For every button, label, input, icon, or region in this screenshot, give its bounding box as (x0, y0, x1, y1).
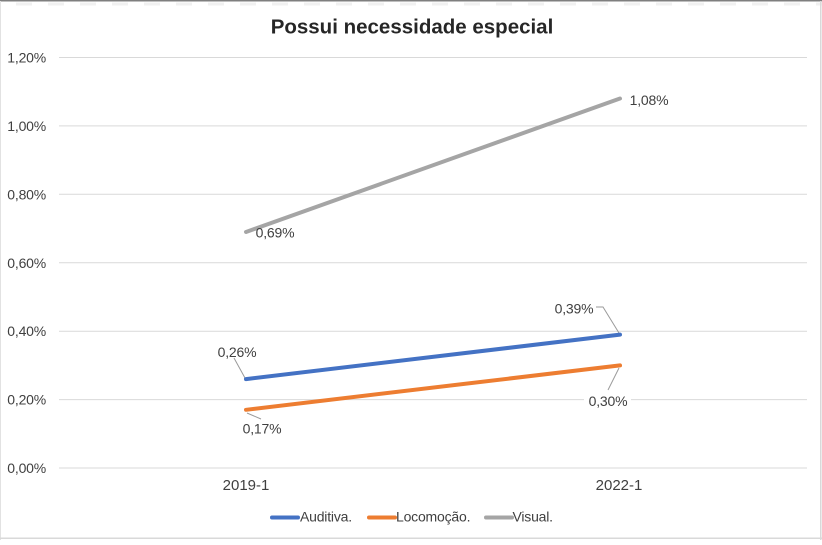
svg-text:0,40%: 0,40% (7, 323, 46, 339)
svg-text:1,20%: 1,20% (7, 50, 46, 66)
svg-text:Visual.: Visual. (513, 509, 553, 525)
svg-text:0,60%: 0,60% (7, 255, 46, 271)
svg-text:0,26%: 0,26% (218, 344, 257, 360)
svg-text:Auditiva.: Auditiva. (300, 509, 352, 525)
svg-text:0,30%: 0,30% (589, 393, 628, 409)
svg-text:Locomoção.: Locomoção. (396, 509, 470, 525)
svg-text:2019-1: 2019-1 (223, 477, 270, 494)
svg-text:2022-1: 2022-1 (596, 477, 643, 494)
svg-text:0,80%: 0,80% (7, 186, 46, 202)
svg-text:Possui necessidade especial: Possui necessidade especial (271, 16, 554, 39)
svg-text:0,17%: 0,17% (243, 421, 282, 437)
svg-text:0,00%: 0,00% (7, 460, 46, 476)
svg-text:1,00%: 1,00% (7, 118, 46, 134)
svg-text:0,69%: 0,69% (256, 225, 295, 241)
svg-text:1,08%: 1,08% (630, 92, 669, 108)
svg-text:0,20%: 0,20% (7, 392, 46, 408)
svg-text:0,39%: 0,39% (555, 301, 594, 317)
